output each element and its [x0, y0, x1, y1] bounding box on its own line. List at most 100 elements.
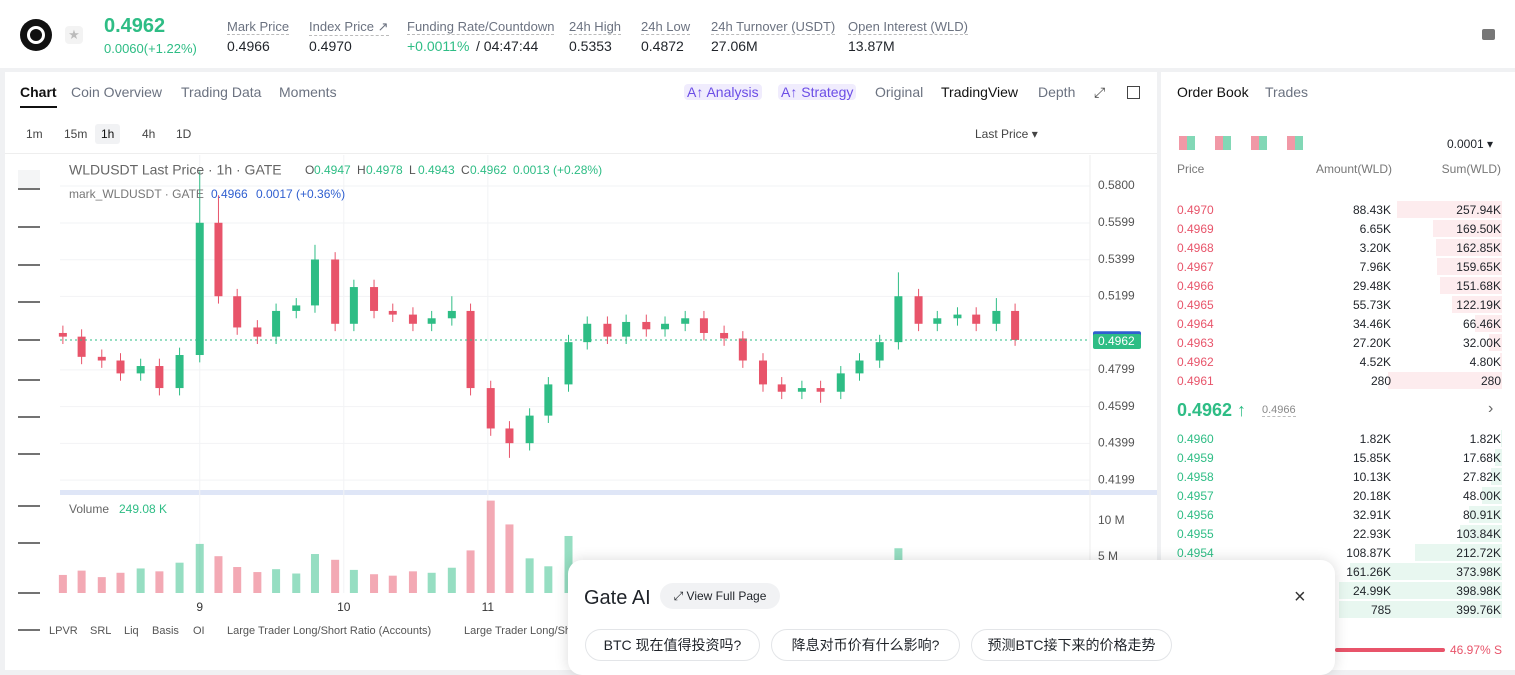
ob-price[interactable]: 0.4970	[1177, 203, 1214, 217]
stat-label: 24h Turnover (USDT)	[711, 19, 836, 35]
ob-amount: 3.20K	[1359, 241, 1391, 255]
ob-amount: 7.96K	[1359, 260, 1391, 274]
chevron[interactable]: ›	[1488, 400, 1494, 417]
indicator[interactable]: SRL	[90, 625, 112, 637]
ob-amount: 15.85K	[1352, 451, 1391, 465]
favorite[interactable]: ★	[65, 26, 83, 44]
tab[interactable]: Coin Overview	[71, 84, 163, 100]
ob-sum: 48.00K	[1462, 489, 1501, 503]
prompt[interactable]: BTC 现在值得投资吗?	[585, 629, 760, 661]
candle-body	[370, 287, 379, 311]
price-menu[interactable]: Last Price ▾	[975, 127, 1038, 141]
candle-body	[992, 310, 1001, 324]
depth-bar	[1339, 601, 1502, 618]
indicator[interactable]: Liq	[124, 625, 139, 637]
interval[interactable]: 4h	[142, 127, 156, 141]
volume-bar	[292, 573, 301, 593]
precision[interactable]: 0.0001 ▾	[1447, 137, 1494, 151]
ob-sum: 4.80K	[1469, 355, 1501, 369]
tool[interactable]	[18, 611, 40, 631]
candle-body	[349, 287, 358, 324]
ob-price[interactable]: 0.4968	[1177, 241, 1214, 255]
tool[interactable]	[18, 246, 40, 266]
ob-sum: 280	[1480, 374, 1501, 388]
tool[interactable]	[18, 208, 40, 228]
ob-price[interactable]: 0.4959	[1177, 451, 1214, 465]
tab[interactable]: Moments	[279, 84, 337, 100]
indicator[interactable]: Large Trader Long/Sh	[464, 625, 572, 637]
ob-tab[interactable]: Trades	[1265, 84, 1309, 100]
ob-price[interactable]: 0.4962	[1177, 355, 1214, 369]
interval[interactable]: 1h	[95, 124, 121, 144]
indicator[interactable]: LPVR	[49, 625, 78, 637]
tool[interactable]	[18, 435, 40, 455]
prompt[interactable]: 降息对币价有什么影响?	[771, 629, 960, 661]
view-full-page[interactable]: ⤢ View Full Page	[660, 583, 780, 609]
indicator[interactable]: Basis	[152, 625, 179, 637]
ob-price[interactable]: 0.4955	[1177, 527, 1214, 541]
ob-sum: 27.82K	[1462, 470, 1501, 484]
ob-price[interactable]: 0.4954	[1177, 546, 1214, 560]
ob-price[interactable]: 0.4958	[1177, 470, 1214, 484]
interval[interactable]: 1m	[26, 127, 43, 141]
ob-price[interactable]: 0.4963	[1177, 336, 1214, 350]
candle-body	[427, 318, 436, 324]
depth-bar	[1435, 239, 1502, 256]
depth-bar	[1349, 563, 1502, 580]
prompt[interactable]: 预测BTC接下来的价格走势	[971, 629, 1172, 661]
depth-bar	[1474, 315, 1502, 332]
ob-amount: 27.20K	[1352, 336, 1391, 350]
ob-price[interactable]: 0.4957	[1177, 489, 1214, 503]
expand[interactable]: ⤢	[1094, 84, 1106, 100]
y-tick-label: 0.4599	[1098, 399, 1135, 413]
pane-divider	[60, 490, 1157, 495]
volume-value: 249.08 K	[119, 502, 167, 516]
stat-value: 13.87M	[848, 38, 895, 54]
tool[interactable]	[18, 574, 40, 594]
depth-bar	[1452, 296, 1502, 313]
close[interactable]: ×	[1294, 586, 1306, 608]
interval[interactable]: 15m	[64, 127, 88, 141]
ob-price[interactable]: 0.4969	[1177, 222, 1214, 236]
view-tab[interactable]: Depth	[1038, 84, 1076, 100]
tool[interactable]	[18, 398, 40, 418]
candle-body	[466, 310, 475, 389]
mid-price: 0.4962 ↑	[1177, 400, 1247, 420]
ob-price[interactable]: 0.4965	[1177, 298, 1214, 312]
tab[interactable]: Chart	[20, 84, 57, 108]
tool[interactable]	[18, 170, 40, 190]
volume-bar	[349, 569, 358, 593]
tool[interactable]	[18, 283, 40, 303]
window[interactable]	[1127, 86, 1140, 99]
ob-price[interactable]: 0.4961	[1177, 374, 1214, 388]
volume-bar	[175, 562, 184, 593]
tool[interactable]	[18, 321, 40, 341]
ohlc-value: 0.4978	[366, 163, 403, 177]
view-tab[interactable]: A↑ Strategy	[778, 84, 857, 100]
view-tab[interactable]: TradingView	[941, 84, 1019, 100]
ob-price[interactable]: 0.4956	[1177, 508, 1214, 522]
ob-price[interactable]: 0.4966	[1177, 279, 1214, 293]
view-tab[interactable]: Original	[875, 84, 924, 100]
ob-tab[interactable]: Order Book	[1177, 84, 1249, 100]
ob-price[interactable]: 0.4967	[1177, 260, 1214, 274]
logo[interactable]	[20, 19, 52, 51]
tab[interactable]: Trading Data	[181, 84, 262, 100]
interval[interactable]: 1D	[176, 127, 192, 141]
candle-body	[544, 384, 553, 416]
indicator[interactable]: OI	[193, 625, 205, 637]
ob-layout[interactable]	[1179, 136, 1195, 150]
icon[interactable]	[1482, 29, 1495, 40]
view-tab[interactable]: A↑ Analysis	[684, 84, 762, 100]
ob-layout[interactable]	[1287, 136, 1303, 150]
tool[interactable]	[18, 487, 40, 507]
tool[interactable]	[18, 524, 40, 544]
ob-column: Sum(WLD)	[1441, 162, 1501, 176]
indicator[interactable]: Large Trader Long/Short Ratio (Accounts)	[227, 625, 432, 637]
ob-layout[interactable]	[1215, 136, 1231, 150]
ob-layout[interactable]	[1251, 136, 1267, 150]
tool[interactable]	[18, 361, 40, 381]
ob-price[interactable]: 0.4964	[1177, 317, 1214, 331]
ob-price[interactable]: 0.4960	[1177, 432, 1214, 446]
